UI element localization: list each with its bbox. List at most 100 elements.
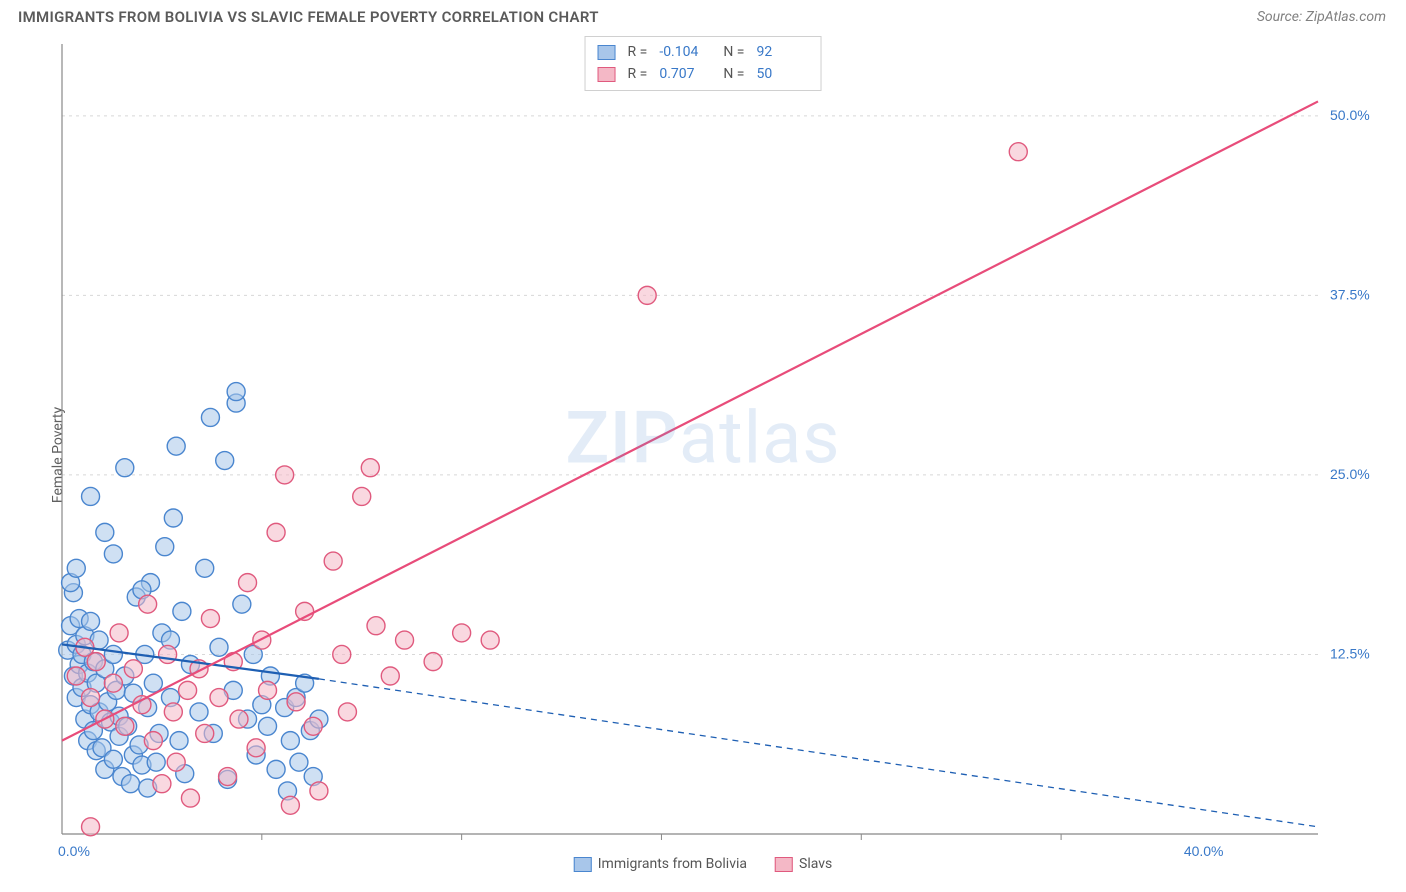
trend-line-dashed [319, 679, 1318, 827]
data-point [179, 681, 197, 699]
data-point [167, 753, 185, 771]
chart-title: IMMIGRANTS FROM BOLIVIA VS SLAVIC FEMALE… [18, 8, 599, 26]
legend-label: Immigrants from Bolivia [598, 856, 747, 872]
data-point [259, 717, 277, 735]
data-point [153, 775, 171, 793]
data-point [67, 559, 85, 577]
stat-n-label: N = [723, 63, 744, 85]
data-point [164, 703, 182, 721]
data-point [281, 732, 299, 750]
data-point [144, 732, 162, 750]
data-point [82, 818, 100, 836]
data-point [96, 523, 114, 541]
data-point [156, 538, 174, 556]
data-point [381, 667, 399, 685]
data-point [82, 689, 100, 707]
legend-swatch [598, 67, 616, 82]
chart-header: IMMIGRANTS FROM BOLIVIA VS SLAVIC FEMALE… [0, 0, 1406, 30]
data-point [159, 645, 177, 663]
series-legend: Immigrants from Bolivia Slavs [574, 856, 833, 872]
data-point [210, 689, 228, 707]
data-point [82, 612, 100, 630]
data-point [82, 487, 100, 505]
data-point [116, 717, 134, 735]
data-point [67, 667, 85, 685]
y-tick-label: 37.5% [1330, 286, 1370, 302]
data-point [196, 724, 214, 742]
data-point [104, 645, 122, 663]
data-point [104, 750, 122, 768]
legend-item: Immigrants from Bolivia [574, 856, 747, 872]
data-point [638, 286, 656, 304]
data-point [196, 559, 214, 577]
data-point [304, 717, 322, 735]
data-point [233, 595, 251, 613]
data-point [87, 653, 105, 671]
data-point [181, 789, 199, 807]
data-point [167, 437, 185, 455]
stat-n-value: 50 [756, 63, 808, 85]
data-point [239, 574, 257, 592]
data-point [338, 703, 356, 721]
data-point [116, 459, 134, 477]
data-point [267, 760, 285, 778]
data-point [147, 753, 165, 771]
data-point [219, 768, 237, 786]
data-point [481, 631, 499, 649]
legend-swatch [598, 45, 616, 60]
data-point [110, 624, 128, 642]
data-point [133, 696, 151, 714]
y-tick-label: 25.0% [1330, 466, 1370, 482]
data-point [290, 753, 308, 771]
scatter-chart: 12.5% 25.0% 37.5% 50.0% 0.0% 40.0% [50, 36, 1388, 874]
trend-line [62, 101, 1318, 740]
data-point [201, 408, 219, 426]
data-point [144, 674, 162, 692]
data-point [139, 595, 157, 613]
data-point [276, 466, 294, 484]
data-point [230, 710, 248, 728]
correlation-legend: R = -0.104 N = 92 R = 0.707 N = 50 [585, 36, 822, 91]
data-point [259, 681, 277, 699]
data-point [164, 509, 182, 527]
data-point [201, 610, 219, 628]
data-point [190, 703, 208, 721]
x-tick-label: 0.0% [58, 843, 90, 859]
data-point [287, 693, 305, 711]
y-tick-label: 12.5% [1330, 645, 1370, 661]
data-point [216, 452, 234, 470]
data-point [281, 796, 299, 814]
stat-r-value: 0.707 [659, 63, 711, 85]
data-point [124, 660, 142, 678]
legend-item: Slavs [775, 856, 832, 872]
stat-r-label: R = [628, 63, 648, 85]
data-point [424, 653, 442, 671]
data-point [104, 545, 122, 563]
source-attribution: Source: ZipAtlas.com [1257, 9, 1386, 25]
data-point [324, 552, 342, 570]
legend-swatch [775, 857, 793, 872]
data-point [170, 732, 188, 750]
data-point [353, 487, 371, 505]
data-point [210, 638, 228, 656]
data-point [267, 523, 285, 541]
y-tick-label: 50.0% [1330, 107, 1370, 123]
stat-r-label: R = [628, 41, 648, 63]
legend-stat-row: R = -0.104 N = 92 [598, 41, 809, 63]
data-point [361, 459, 379, 477]
stat-n-label: N = [723, 41, 744, 63]
data-point [247, 739, 265, 757]
data-point [367, 617, 385, 635]
data-point [173, 602, 191, 620]
stat-n-value: 92 [756, 41, 808, 63]
data-point [333, 645, 351, 663]
legend-stat-row: R = 0.707 N = 50 [598, 63, 809, 85]
legend-label: Slavs [799, 856, 832, 872]
data-point [104, 674, 122, 692]
data-point [396, 631, 414, 649]
data-point [1009, 143, 1027, 161]
data-point [310, 782, 328, 800]
x-tick-label: 40.0% [1184, 843, 1224, 859]
data-point [227, 383, 245, 401]
stat-r-value: -0.104 [659, 41, 711, 63]
